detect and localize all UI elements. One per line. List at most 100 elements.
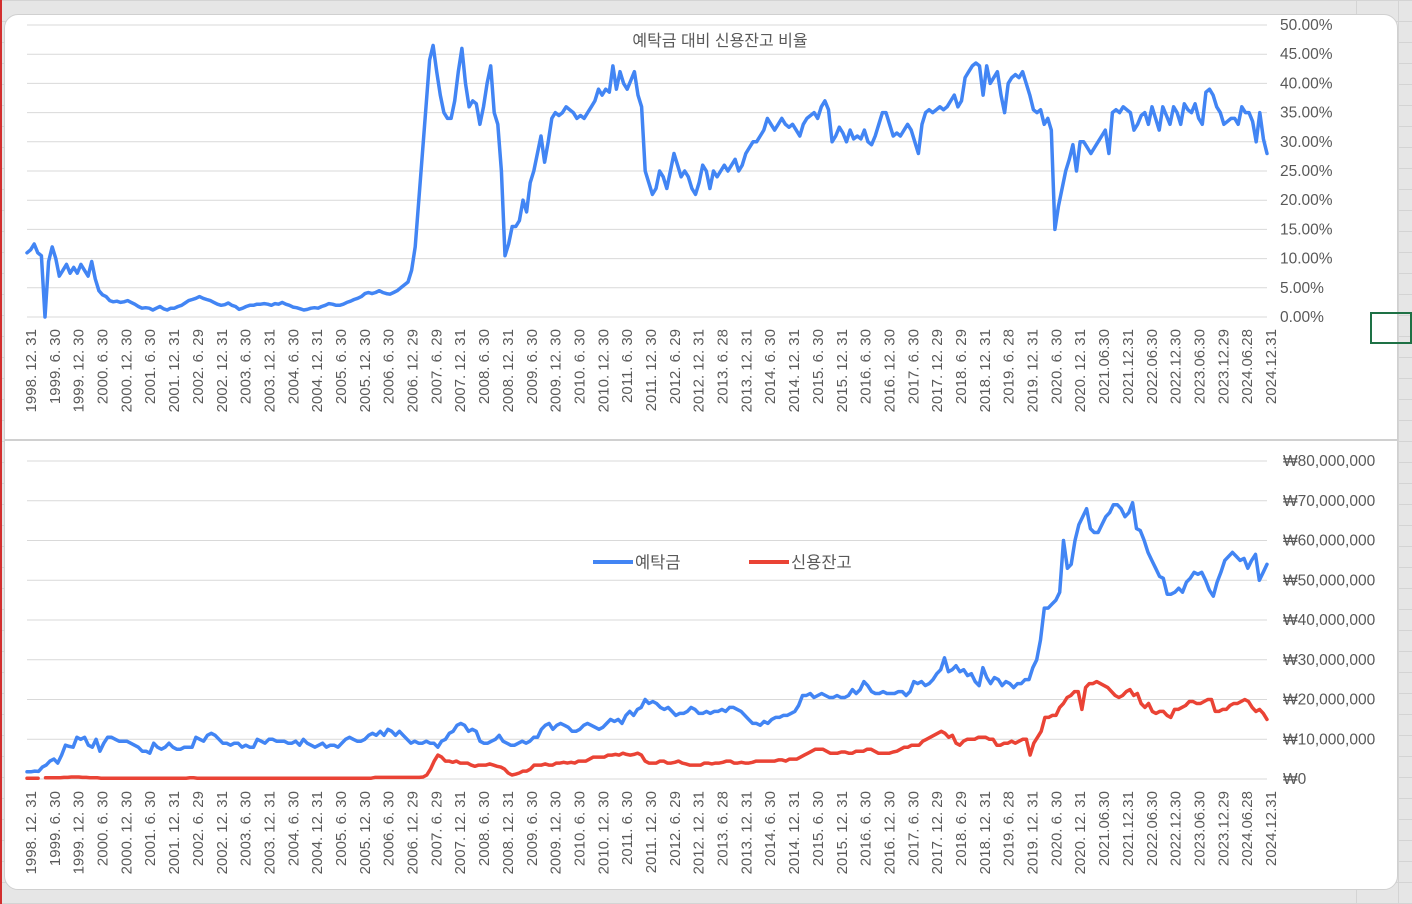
x-tick-label: 2017. 6. 30 (905, 791, 922, 866)
x-tick-label: 2005. 12. 30 (357, 791, 374, 874)
y-tick-label: ₩0 (1283, 771, 1307, 788)
x-tick-label: 2015. 12. 31 (834, 329, 851, 412)
x-tick-label: 2023.12.29 (1215, 791, 1232, 866)
x-tick-label: 2003. 6. 30 (238, 791, 255, 866)
series-line-예탁금 (25, 500, 1269, 774)
x-tick-label: 2003. 12. 31 (261, 791, 278, 874)
x-tick-label: 2012. 6. 29 (667, 329, 684, 404)
y-tick-label: 45.00% (1280, 46, 1333, 63)
x-tick-label: 2003. 12. 31 (261, 329, 278, 412)
x-tick-label: 1999. 6. 30 (47, 791, 64, 866)
x-tick-label: 2015. 12. 31 (834, 791, 851, 874)
x-tick-label: 2005. 6. 30 (333, 791, 350, 866)
x-tick-label: 2009. 6. 30 (524, 791, 541, 866)
x-tick-label: 2010. 6. 30 (571, 329, 588, 404)
x-tick-label: 2006. 6. 30 (381, 329, 398, 404)
selected-cell[interactable] (1370, 312, 1412, 344)
x-tick-label: 2015. 6. 30 (810, 791, 827, 866)
x-tick-label: 2020. 12. 31 (1072, 329, 1089, 412)
x-tick-label: 2023.06.30 (1191, 329, 1208, 404)
series-line-신용잔고 (25, 679, 1269, 780)
y-tick-label: 35.00% (1280, 105, 1333, 122)
x-tick-label: 2021.06.30 (1096, 791, 1113, 866)
x-tick-label: 2006. 6. 30 (381, 791, 398, 866)
x-tick-label: 2003. 6. 30 (238, 329, 255, 404)
x-tick-label: 2016. 6. 30 (858, 329, 875, 404)
x-tick-label: 2002. 12. 31 (214, 329, 231, 412)
x-tick-label: 2017. 12. 29 (929, 791, 946, 874)
x-tick-label: 2019. 6. 28 (1001, 329, 1018, 404)
x-tick-label: 2008. 12. 31 (500, 791, 517, 874)
x-tick-label: 2017. 12. 29 (929, 329, 946, 412)
y-tick-label: ₩60,000,000 (1283, 533, 1376, 550)
y-tick-label: ₩70,000,000 (1283, 493, 1376, 510)
x-tick-label: 2022.12.30 (1168, 791, 1185, 866)
x-tick-label: 2016. 6. 30 (858, 791, 875, 866)
x-tick-label: 2016. 12. 30 (881, 329, 898, 412)
x-tick-label: 2002. 6. 29 (190, 329, 207, 404)
ratio-chart[interactable]: 50.00% 45.00% 40.00% 35.00% 30.00% 25.00% 20.0… (4, 14, 1398, 440)
x-tick-label: 2019. 12. 31 (1025, 329, 1042, 412)
y-tick-label: 50.00% (1280, 17, 1333, 34)
x-tick-label: 2011. 12. 30 (643, 791, 660, 873)
y-tick-label: ₩20,000,000 (1283, 692, 1376, 709)
x-tick-label: 2013. 6. 28 (715, 791, 732, 866)
x-tick-label: 1998. 12. 31 (23, 791, 40, 874)
x-tick-label: 2004. 6. 30 (285, 791, 302, 866)
x-tick-label: 2002. 6. 29 (190, 791, 207, 866)
x-tick-label: 2021.12.31 (1120, 791, 1137, 866)
x-tick-label: 2007. 12. 31 (452, 791, 469, 874)
x-tick-label: 2001. 6. 30 (142, 791, 159, 866)
y-tick-label: ₩80,000,000 (1283, 453, 1376, 470)
x-tick-label: 2022.06.30 (1144, 791, 1161, 866)
x-tick-label: 2004. 6. 30 (285, 329, 302, 404)
x-tick-label: 2013. 6. 28 (715, 329, 732, 404)
x-tick-label: 2018. 12. 31 (977, 329, 994, 412)
x-tick-label: 2023.06.30 (1191, 791, 1208, 866)
x-tick-label: 2001. 6. 30 (142, 329, 159, 404)
x-tick-label: 2009. 6. 30 (524, 329, 541, 404)
ratio-chart-svg: 50.00% 45.00% 40.00% 35.00% 30.00% 25.00% 20.0… (23, 17, 1333, 412)
y-tick-label: 20.00% (1280, 192, 1333, 209)
x-tick-label: 2017. 6. 30 (905, 329, 922, 404)
x-tick-label: 2000. 6. 30 (95, 329, 112, 404)
y-tick-label: 15.00% (1280, 221, 1333, 238)
x-tick-label: 2024.12.31 (1263, 791, 1280, 866)
x-tick-label: 2013. 12. 31 (738, 791, 755, 874)
y-tick-label: ₩50,000,000 (1283, 572, 1376, 589)
x-tick-label: 1999. 6. 30 (47, 329, 64, 404)
x-tick-label: 2014. 12. 31 (786, 329, 803, 412)
legend-label: 예탁금 (635, 553, 681, 572)
x-tick-label: 2008. 12. 31 (500, 329, 517, 412)
x-tick-label: 2018. 12. 31 (977, 791, 994, 874)
x-tick-label: 2002. 12. 31 (214, 791, 231, 874)
x-tick-label: 2019. 12. 31 (1025, 791, 1042, 874)
y-tick-label: 30.00% (1280, 134, 1333, 151)
x-tick-label: 1999. 12. 30 (71, 329, 88, 412)
x-tick-label: 2014. 12. 31 (786, 791, 803, 874)
x-tick-label: 2011. 6. 30 (619, 791, 636, 865)
x-tick-label: 2021.06.30 (1096, 329, 1113, 404)
x-tick-label: 2018. 6. 29 (953, 791, 970, 866)
y-tick-label: ₩40,000,000 (1283, 612, 1376, 629)
y-tick-label: 40.00% (1280, 75, 1333, 92)
x-tick-label: 2006. 12. 29 (405, 791, 422, 874)
x-tick-label: 2012. 6. 29 (667, 791, 684, 866)
x-tick-label: 2008. 6. 30 (476, 329, 493, 404)
x-tick-label: 2007. 6. 29 (428, 329, 445, 404)
y-tick-label: ₩10,000,000 (1283, 731, 1376, 748)
chart-title: 예탁금 대비 신용잔고 비율 (632, 32, 807, 50)
x-tick-label: 2007. 6. 29 (428, 791, 445, 866)
x-tick-label: 2006. 12. 29 (405, 329, 422, 412)
y-tick-label: 25.00% (1280, 163, 1333, 180)
x-tick-label: 2011. 6. 30 (619, 329, 636, 403)
x-tick-label: 2000. 12. 30 (118, 329, 135, 412)
x-tick-label: 2010. 6. 30 (571, 791, 588, 866)
x-tick-label: 2009. 12. 30 (548, 791, 565, 874)
x-tick-label: 2011. 12. 30 (643, 329, 660, 411)
x-tick-label: 2024.06.28 (1239, 329, 1256, 404)
balance-chart[interactable]: ₩80,000,000 ₩70,000,000 ₩60,000,000 ₩50,000… (4, 440, 1398, 890)
x-tick-label: 2015. 6. 30 (810, 329, 827, 404)
series-line-ratio (25, 43, 1269, 319)
x-tick-label: 2016. 12. 30 (881, 791, 898, 874)
